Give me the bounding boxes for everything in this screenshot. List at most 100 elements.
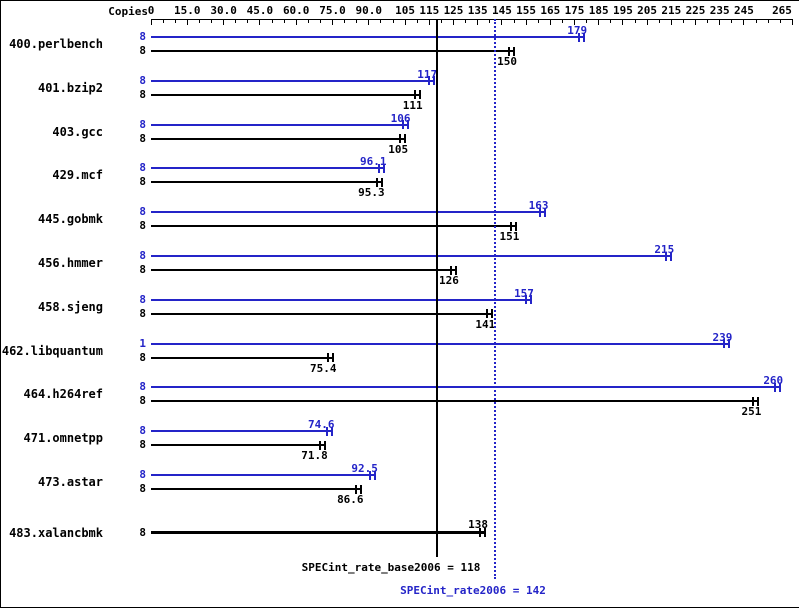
axis-minor-tick <box>283 20 285 23</box>
axis-minor-tick <box>513 20 515 23</box>
result-bar <box>151 298 531 301</box>
copies-label: 8 <box>139 117 146 131</box>
axis-major-tick <box>477 20 479 25</box>
bar-value-label: 117 <box>417 67 438 81</box>
axis-minor-tick <box>162 20 164 23</box>
bar-end-cap <box>515 221 518 231</box>
bar-run-tick <box>318 440 321 450</box>
benchmark-name: 429.mcf <box>52 168 103 183</box>
bar-end-cap <box>513 46 515 56</box>
axis-minor-tick <box>235 20 237 23</box>
axis-tick-label: 265 <box>772 4 792 17</box>
result-bar <box>151 167 384 170</box>
bar-run-tick <box>368 470 371 480</box>
result-bar <box>151 36 585 38</box>
axis-line <box>151 19 794 20</box>
axis-tick-label: 0 <box>147 4 155 17</box>
bar-run-tick <box>524 295 527 305</box>
result-bar <box>151 137 406 140</box>
bar-end-cap <box>491 309 494 319</box>
axis-tick-label: 115 <box>419 4 440 17</box>
axis-major-tick <box>428 20 430 25</box>
bar-value-label: 126 <box>439 274 459 287</box>
axis-tick-label: 175 <box>564 4 585 17</box>
copies-label: 8 <box>139 44 146 57</box>
axis-major-tick <box>549 20 551 25</box>
copies-label: 1 <box>139 336 146 350</box>
axis-tick-label: 235 <box>709 4 730 17</box>
bar-value-label: 260 <box>763 374 784 388</box>
axis-minor-tick <box>198 20 200 23</box>
axis-tick-label: 15.0 <box>174 4 201 17</box>
axis-tick-label: 205 <box>637 4 658 17</box>
axis-tick-label: 185 <box>588 4 609 17</box>
bar-run-tick <box>327 353 330 363</box>
bar-end-cap <box>406 120 409 130</box>
copies-label: 8 <box>139 131 146 145</box>
bar-run-tick <box>478 528 481 538</box>
bar-run-tick <box>399 134 402 144</box>
copies-label: 8 <box>139 306 146 320</box>
axis-minor-tick <box>682 20 684 23</box>
axis-tick-label: 225 <box>685 4 706 17</box>
bar-value-label: 163 <box>528 199 549 213</box>
axis-major-tick <box>404 20 406 25</box>
benchmark-name: 403.gcc <box>52 124 103 139</box>
axis-minor-tick <box>561 20 563 23</box>
axis-tick-label: 215 <box>661 4 682 17</box>
bar-run-tick <box>723 339 726 349</box>
axis-tick-label: 165 <box>540 4 561 17</box>
bar-run-tick <box>449 265 452 275</box>
axis-minor-tick <box>356 20 358 23</box>
axis-minor-tick <box>634 20 636 23</box>
bar-run-tick <box>401 120 404 130</box>
bar-value-label: 96.1 <box>360 155 387 169</box>
bar-value-label: 141 <box>475 317 496 331</box>
bar-value-label: 86.6 <box>337 493 364 506</box>
copies-label: 8 <box>139 380 146 394</box>
result-bar <box>151 356 334 359</box>
result-bar <box>151 225 517 228</box>
copies-label: 8 <box>139 394 146 408</box>
bar-end-cap <box>404 134 407 144</box>
axis-major-tick <box>368 20 370 25</box>
axis-tick-label: 195 <box>612 4 633 17</box>
axis-minor-tick <box>755 20 757 23</box>
axis-minor-tick <box>271 20 273 23</box>
axis-major-tick <box>259 20 261 25</box>
bar-value-label: 215 <box>654 243 675 256</box>
bar-value-label: 92.5 <box>351 462 378 475</box>
bar-end-cap <box>483 528 486 538</box>
benchmark-name: 401.bzip2 <box>37 80 103 95</box>
axis-tick-label: 45.0 <box>246 4 274 17</box>
bar-value-label: 74.6 <box>308 418 335 432</box>
axis-major-tick <box>332 20 333 25</box>
axis-tick-label: 125 <box>443 4 464 17</box>
bar-run-tick <box>508 46 510 56</box>
axis-major-tick <box>223 20 225 25</box>
axis-major-tick <box>295 20 297 25</box>
bar-end-cap <box>433 76 436 86</box>
result-bar <box>151 386 781 389</box>
benchmark-name: 400.perlbench <box>9 37 103 51</box>
result-bar <box>151 531 485 535</box>
result-bar <box>151 79 435 82</box>
bar-value-label: 151 <box>499 230 520 244</box>
bar-value-label: 95.3 <box>358 186 385 200</box>
bar-end-cap <box>529 295 532 305</box>
bar-end-cap <box>380 177 383 187</box>
axis-minor-tick <box>610 20 612 23</box>
copies-label: 8 <box>139 525 146 539</box>
axis-tick-label: 30.0 <box>210 4 237 17</box>
axis-minor-tick <box>779 20 781 23</box>
axis-major-tick <box>646 20 648 25</box>
bar-value-label: 150 <box>497 55 517 68</box>
bar-run-tick <box>428 76 431 86</box>
axis-major-tick <box>791 20 793 25</box>
copies-label: 8 <box>139 205 146 219</box>
axis-minor-tick <box>211 20 212 23</box>
result-bar <box>151 312 493 315</box>
axis-tick-label: 75.0 <box>319 4 346 17</box>
bar-run-tick <box>752 396 755 406</box>
axis-major-tick <box>598 20 600 25</box>
